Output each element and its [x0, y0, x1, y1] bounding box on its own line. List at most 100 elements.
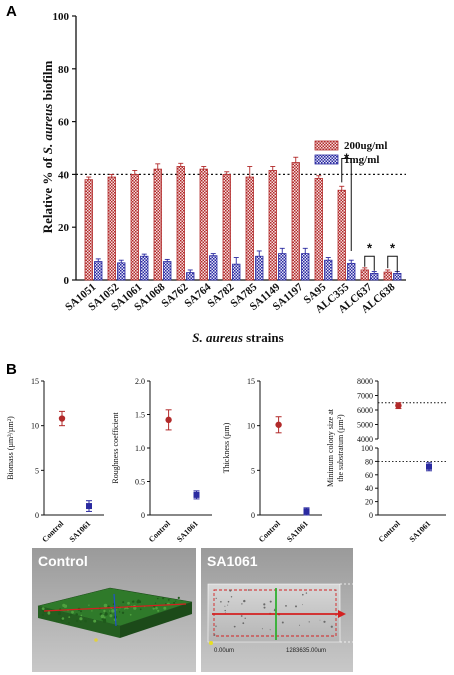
y-axis-label: Thickness (µm): [222, 422, 231, 473]
biofilm-texture-dot: [41, 607, 45, 611]
substratum-speck: [295, 605, 297, 608]
significance-bracket: [364, 255, 375, 271]
y-tick-label: 0: [64, 275, 70, 287]
bar-sa764-1mg: [209, 255, 218, 281]
biofilm-texture-dot: [71, 610, 74, 614]
x-tick-label: Control: [40, 519, 66, 545]
y-tick-label: 0.5: [135, 478, 145, 487]
bar-sa1052-1mg: [117, 262, 126, 281]
substratum-speck: [330, 625, 333, 628]
substratum-speck: [224, 605, 226, 607]
substratum-speck: [224, 609, 226, 612]
significance-bracket: [387, 255, 398, 273]
biofilm-texture-dot: [131, 601, 134, 603]
bar-sa1061-200ug: [130, 173, 139, 281]
y-tick-label: 100: [361, 444, 373, 453]
substratum-speck: [302, 604, 303, 606]
biofilm-texture-dot: [75, 613, 78, 616]
control-axis-y-line: [113, 593, 117, 627]
bar-alc638-200ug: [383, 271, 392, 281]
point-sa1061: [86, 503, 92, 510]
substratum-speck: [240, 615, 243, 617]
bar-sa1197-200ug: [291, 162, 300, 281]
substratum-speck: [263, 603, 266, 606]
bar-alc355-200ug: [337, 189, 346, 281]
biofilm-texture-dot: [61, 617, 65, 620]
biofilm-texture-dot: [124, 608, 126, 610]
y-tick-label: 5: [35, 466, 39, 475]
sa1061-axis-arrowhead: [338, 610, 346, 618]
control-biofilm-image: Control: [32, 548, 196, 672]
y-tick-label: 0: [369, 511, 373, 520]
biofilm-texture-dot: [104, 612, 108, 616]
x-tick-label: SA1061: [67, 519, 92, 544]
biofilm-texture-dot: [136, 600, 140, 604]
bar-sa1052-200ug: [107, 176, 116, 281]
biofilm-texture-dot: [177, 596, 180, 600]
y-tick-label: 20: [365, 498, 373, 507]
x-tick-label: Control: [147, 519, 173, 545]
significance-bracket: [341, 158, 352, 251]
substratum-speck: [335, 590, 337, 592]
biofilm-texture-dot: [163, 606, 167, 610]
y-tick-label: 8000: [357, 377, 373, 386]
significance-star: *: [367, 240, 373, 255]
biofilm-texture-dot: [110, 612, 112, 614]
biofilm-texture-dot: [154, 602, 157, 604]
substratum-speck: [319, 619, 321, 621]
y-tick-label: 80: [58, 64, 70, 76]
substratum-speck: [269, 629, 271, 631]
significance-star: *: [344, 151, 350, 166]
biofilm-texture-dot: [100, 614, 105, 619]
legend-label-1mg: 1mg/ml: [344, 154, 379, 166]
biofilm-texture-dot: [173, 601, 176, 604]
y-tick-label: 0: [141, 511, 145, 520]
substratum-speck: [261, 628, 263, 630]
bar-sa1051-1mg: [94, 261, 103, 281]
biofilm-texture-dot: [80, 610, 82, 613]
point-control: [395, 402, 402, 409]
biofilm-texture-dot: [75, 619, 79, 623]
substratum-speck: [227, 604, 229, 606]
substratum-speck: [243, 599, 246, 603]
biofilm-texture-dot: [118, 611, 121, 613]
bar-sa1149-1mg: [278, 253, 287, 281]
y-tick-label: 60: [365, 471, 373, 480]
biofilm-texture-dot: [91, 610, 93, 612]
biofilm-texture-dot: [57, 611, 62, 616]
sa1061-substratum: [207, 583, 341, 643]
biofilm-texture-dot: [111, 609, 115, 613]
substratum-speck: [213, 634, 216, 636]
point-control: [58, 415, 66, 422]
y-tick-label: 100: [53, 11, 70, 23]
substratum-speck: [323, 620, 326, 623]
biofilm-texture-dot: [122, 601, 125, 604]
scale-start-label: 0.00um: [214, 648, 234, 654]
biofilm-texture-dot: [109, 610, 111, 612]
biofilm-texture-dot: [103, 603, 108, 608]
biofilm-texture-dot: [175, 600, 177, 602]
y-tick-label: 40: [365, 484, 373, 493]
sa1061-biofilm-image: SA1061 0.00um 1283635.00um: [201, 548, 354, 672]
biofilm-texture-dot: [162, 597, 165, 600]
bar-alc355-1mg: [347, 262, 356, 281]
biofilm-texture-dot: [129, 613, 132, 616]
biofilm-texture-dot: [103, 609, 106, 613]
y-tick-label: 60: [58, 117, 70, 129]
biofilm-texture-dot: [121, 611, 125, 614]
biofilm-texture-dot: [167, 599, 170, 601]
bar-sa764-200ug: [199, 168, 208, 281]
bar-sa762-200ug: [176, 166, 185, 281]
point-sa1061: [426, 463, 432, 470]
substratum-speck: [224, 612, 226, 614]
substratum-speck: [263, 606, 266, 609]
y-tick-label: 10: [31, 422, 39, 431]
bar-sa1051-200ug: [84, 179, 93, 281]
biofilm-texture-dot: [41, 613, 45, 616]
biofilm-texture-dot: [155, 606, 158, 610]
y-tick-label: 40: [58, 169, 70, 181]
biofilm-texture-dot: [41, 609, 44, 612]
significance-star: *: [390, 240, 396, 255]
legend-label-200ug: 200ug/ml: [344, 140, 387, 152]
